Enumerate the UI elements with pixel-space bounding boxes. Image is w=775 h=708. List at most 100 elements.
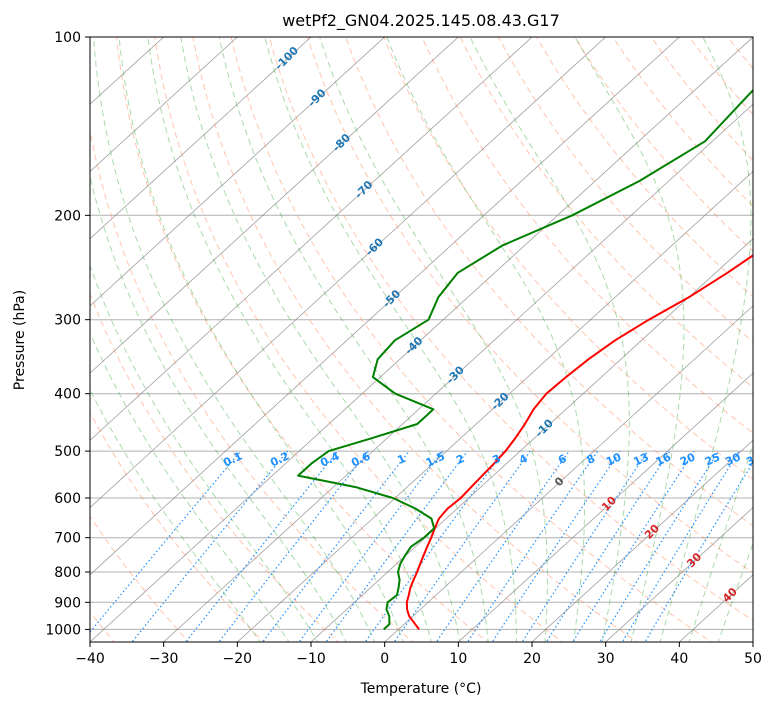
dewpoint-profile-line — [297, 88, 753, 631]
mixing-ratio-label: 0.4 — [318, 449, 341, 469]
dry-adiabat-line — [497, 37, 753, 343]
dry-adiabat-line — [726, 37, 753, 70]
isotherm-line — [384, 305, 753, 642]
y-tick-label: 300 — [54, 313, 81, 329]
mixing-ratio-line — [261, 450, 410, 642]
mixing-ratio-label: 20 — [678, 450, 698, 468]
mixing-ratio-label: 36 — [744, 450, 764, 468]
x-tick-label: 0 — [380, 651, 389, 667]
x-tick-label: 50 — [744, 651, 762, 667]
dry-adiabat-line — [383, 37, 753, 480]
moist-adiabat-line — [386, 37, 585, 642]
background-lines — [90, 24, 775, 645]
x-tick-label: 30 — [597, 651, 615, 667]
mixing-ratio-label: 0.2 — [268, 450, 291, 470]
mixing-ratio-line — [393, 450, 531, 642]
mixing-ratio-label: 1.5 — [424, 450, 447, 470]
mixing-ratio-label: 0.1 — [221, 450, 244, 470]
moist-adiabat-line — [90, 264, 319, 642]
x-tick-label: −40 — [75, 651, 105, 667]
mixing-ratio-label: 16 — [654, 450, 674, 468]
isotherm-line — [90, 37, 753, 642]
moist-adiabat-line — [180, 37, 461, 642]
x-tick-label: 40 — [670, 651, 688, 667]
axes: −40 −30 −20 −10 0 10 20 30 40 5010020030040050060… — [45, 30, 762, 667]
dry-adiabat-line — [306, 37, 753, 574]
dry-adiabat-line — [755, 24, 775, 645]
x-tick-label: −20 — [223, 651, 253, 667]
mixing-ratio-label: 10 — [604, 450, 624, 468]
moist-adiabat-line — [319, 37, 548, 642]
mixing-ratio-line — [545, 450, 671, 642]
moist-adiabat-line — [659, 37, 752, 642]
chart-title: wetPf2_GN04.2025.145.08.43.G17 — [282, 11, 560, 31]
isotherm-line — [90, 37, 459, 374]
moist-adiabat-line — [469, 37, 630, 642]
mixing-ratio-label: 25 — [703, 450, 722, 468]
mixing-ratio-label: 0.6 — [349, 449, 372, 469]
y-tick-label: 500 — [54, 444, 81, 460]
temperature-profile-line — [405, 254, 753, 630]
x-tick-label: −30 — [149, 651, 179, 667]
dry-adiabat-line — [90, 292, 339, 642]
y-tick-label: 400 — [54, 387, 81, 403]
isotherm-line — [90, 37, 386, 307]
dry-adiabat-line — [90, 515, 190, 642]
y-tick-label: 900 — [54, 595, 81, 611]
dry-adiabat-line — [268, 37, 753, 622]
isotherm-line — [605, 506, 753, 642]
mixing-ratio-line — [131, 450, 289, 642]
y-tick-label: 800 — [54, 565, 81, 581]
y-tick-label: 100 — [54, 30, 81, 46]
isotherm-line — [90, 37, 680, 576]
y-tick-label: 200 — [54, 208, 81, 224]
isotherm-line — [457, 372, 753, 642]
y-axis-label: Pressure (hPa) — [12, 290, 28, 390]
moist-adiabat-line — [574, 37, 685, 642]
moist-adiabat-line — [90, 174, 347, 642]
isotherm-line — [531, 439, 753, 642]
moist-adiabat-line — [90, 331, 290, 642]
dry-adiabat-line — [90, 411, 265, 642]
dry-adiabat-line — [90, 128, 414, 642]
dry-adiabat-line — [650, 37, 753, 162]
dry-adiabat-line — [116, 37, 489, 642]
mixing-ratio-line — [621, 450, 740, 642]
dry-adiabat-label: -100 — [272, 44, 301, 73]
y-tick-label: 700 — [54, 531, 81, 547]
mixing-ratio-label: 1 — [395, 452, 407, 467]
x-axis-label: Temperature (°C) — [360, 681, 482, 697]
dry-adiabat-line — [345, 37, 753, 527]
moist-adiabat-line — [717, 541, 753, 642]
isotherm-line — [752, 641, 753, 642]
isotherm-line — [163, 103, 753, 642]
moist-adiabat-line — [218, 37, 489, 642]
dry-adiabat-line — [574, 37, 753, 252]
y-tick-label: 1000 — [45, 622, 81, 638]
mixing-ratio-line — [572, 450, 695, 642]
mixing-ratio-line — [185, 450, 339, 642]
dry-adiabat-line — [230, 37, 713, 642]
mixing-ratio-label: 8 — [585, 452, 597, 467]
isotherm-line — [90, 37, 312, 240]
isotherm-line — [90, 37, 238, 172]
mixing-ratio-line — [599, 450, 720, 642]
moist-adiabat-line — [90, 388, 261, 642]
mixing-ratio-line — [90, 450, 242, 634]
mixing-ratio-line — [466, 450, 599, 642]
mixing-ratio-line — [364, 450, 505, 642]
x-tick-label: −10 — [296, 651, 326, 667]
mixing-ratio-label: 6 — [556, 452, 569, 467]
sounding-curves — [297, 88, 753, 631]
isotherm-line — [90, 37, 533, 441]
moist-adiabat-line — [93, 37, 376, 642]
mixing-ratio-line — [644, 461, 753, 642]
y-tick-label: 600 — [54, 491, 81, 507]
mixing-ratio-label: 13 — [631, 450, 650, 468]
mixing-ratio-label: 4 — [517, 452, 530, 467]
mixing-ratio-label: 30 — [723, 450, 743, 468]
isotherm-line — [90, 37, 607, 509]
moist-adiabat-line — [688, 442, 753, 642]
isotherm-line — [310, 238, 753, 642]
